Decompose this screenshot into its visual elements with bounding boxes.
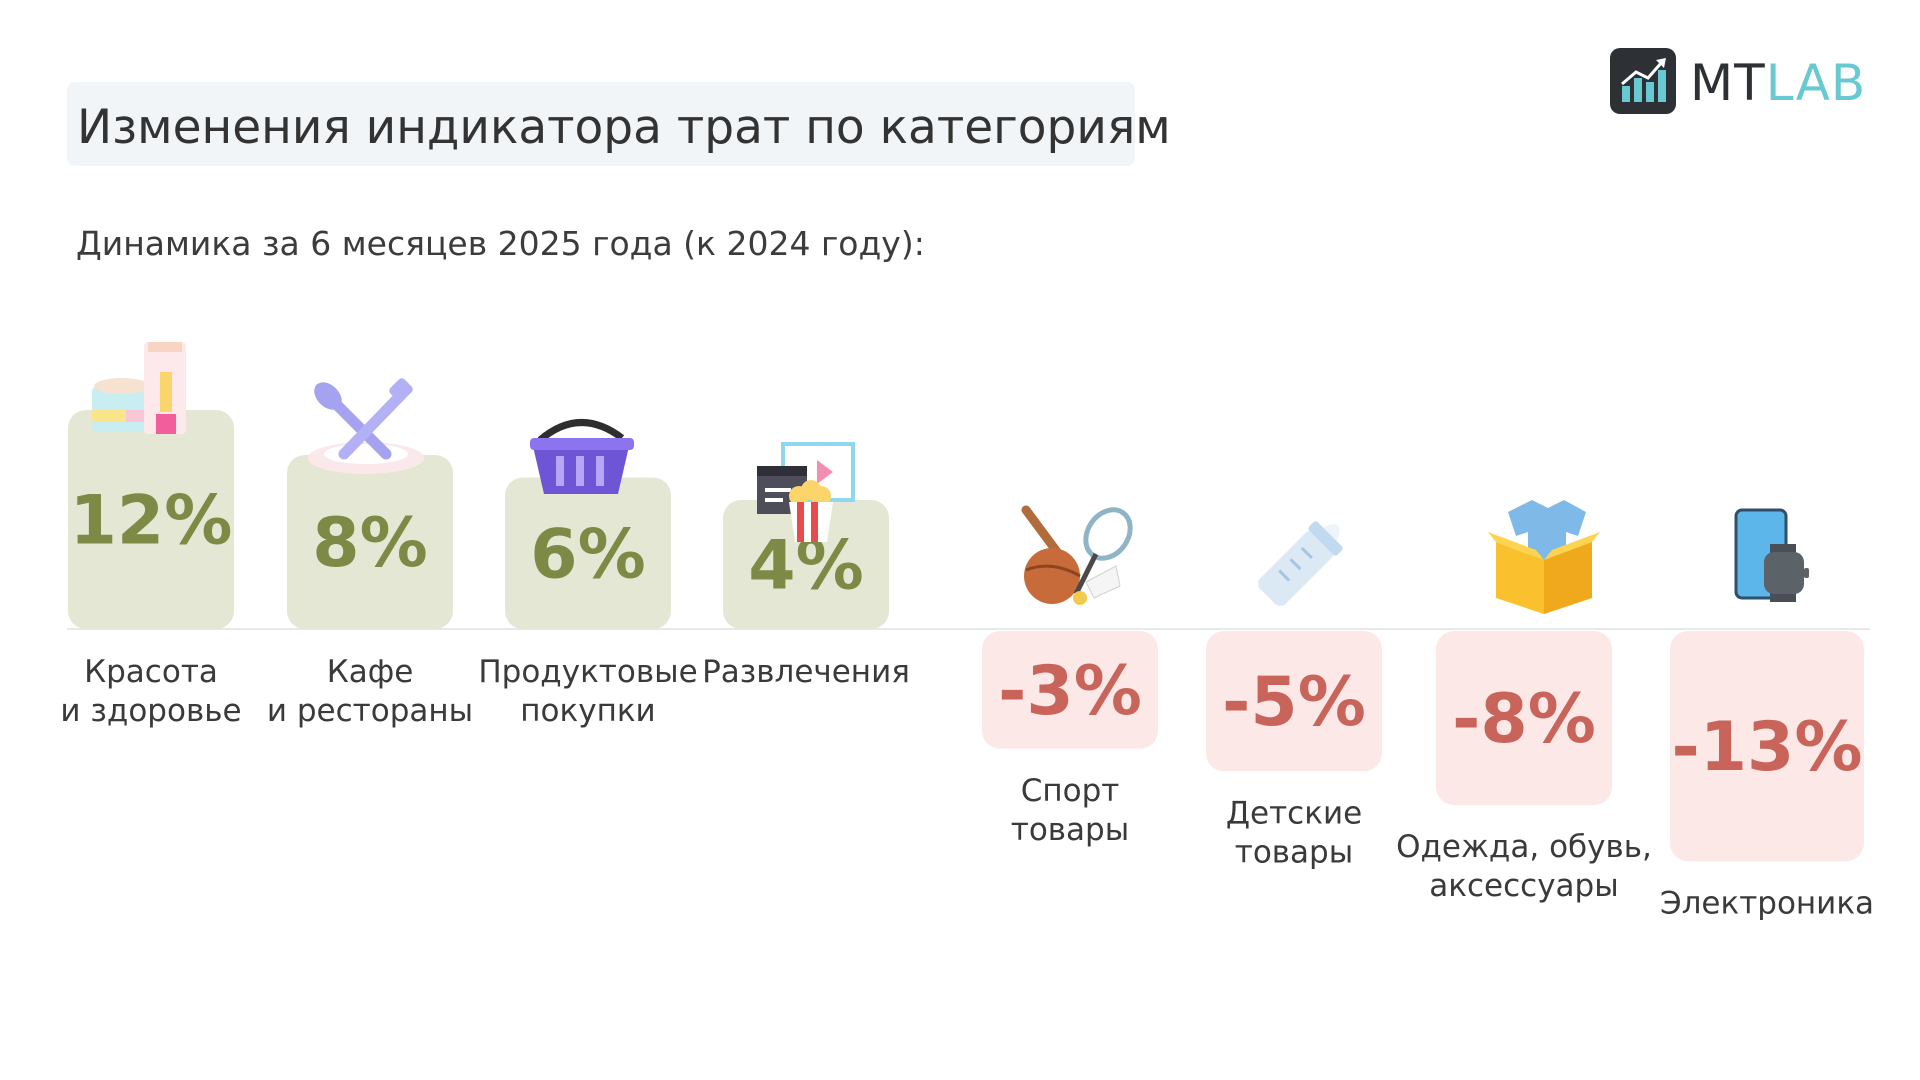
page-subtitle: Динамика за 6 месяцев 2025 года (к 2024 … (76, 224, 925, 263)
spoon-fork-plate-icon (308, 378, 424, 474)
phone-watch-icon (1734, 508, 1809, 602)
category-label-3-line-2: покупки (520, 693, 655, 729)
category-label-5-line-1: Спорт (1021, 773, 1120, 809)
value-label-1: 12% (70, 482, 233, 561)
bar-8 (1670, 631, 1864, 862)
title-box: Изменения индикатора трат по категориям (67, 82, 1171, 166)
category-label-2-line-2: и рестораны (267, 693, 473, 729)
logo-text-mt: MT (1690, 54, 1766, 112)
mtlab-logo: MTLAB (1610, 48, 1865, 116)
category-label-6-line-1: Детские (1226, 795, 1362, 831)
category-label-6-line-2: товары (1235, 834, 1353, 870)
logo-text: MTLAB (1690, 54, 1866, 112)
category-label-7-line-2: аксессуары (1429, 868, 1618, 904)
category-label-7-line-1: Одежда, обувь, (1396, 829, 1652, 865)
value-label-6: -5% (1222, 663, 1366, 742)
bar-4 (723, 500, 889, 629)
chart-arrow-logo-icon (1610, 48, 1676, 114)
value-label-2: 8% (312, 504, 427, 583)
clothes-box-icon (1488, 500, 1600, 614)
value-label-3: 6% (530, 515, 645, 594)
value-label-5: -3% (998, 652, 1142, 731)
bar-1 (68, 410, 234, 629)
category-label-1-line-1: Красота (84, 654, 218, 690)
clapperboard-popcorn-icon (757, 442, 855, 542)
page-title: Изменения индикатора трат по категориям (77, 100, 1171, 155)
category-label-3-line-1: Продуктовые (478, 654, 697, 690)
value-label-7: -8% (1452, 680, 1596, 759)
shopping-basket-icon (530, 419, 634, 494)
category-label-8-line-1: Электроника (1660, 885, 1874, 921)
baby-bottle-icon (1258, 521, 1343, 606)
bar-3 (505, 477, 671, 629)
category-label-4-line-1: Развлечения (702, 654, 910, 690)
bar-6 (1206, 631, 1382, 772)
value-label-8: -13% (1672, 708, 1863, 787)
bar-2 (287, 455, 453, 629)
category-label-5-line-2: товары (1011, 812, 1129, 848)
cosmetics-icon (92, 342, 186, 434)
logo-text-lab: LAB (1765, 54, 1867, 112)
sport-ball-racket-icon (1021, 505, 1133, 605)
bar-7 (1436, 631, 1612, 805)
category-label-2-line-1: Кафе (327, 654, 414, 690)
category-label-1-line-2: и здоровье (60, 693, 241, 729)
bar-5 (982, 631, 1158, 749)
